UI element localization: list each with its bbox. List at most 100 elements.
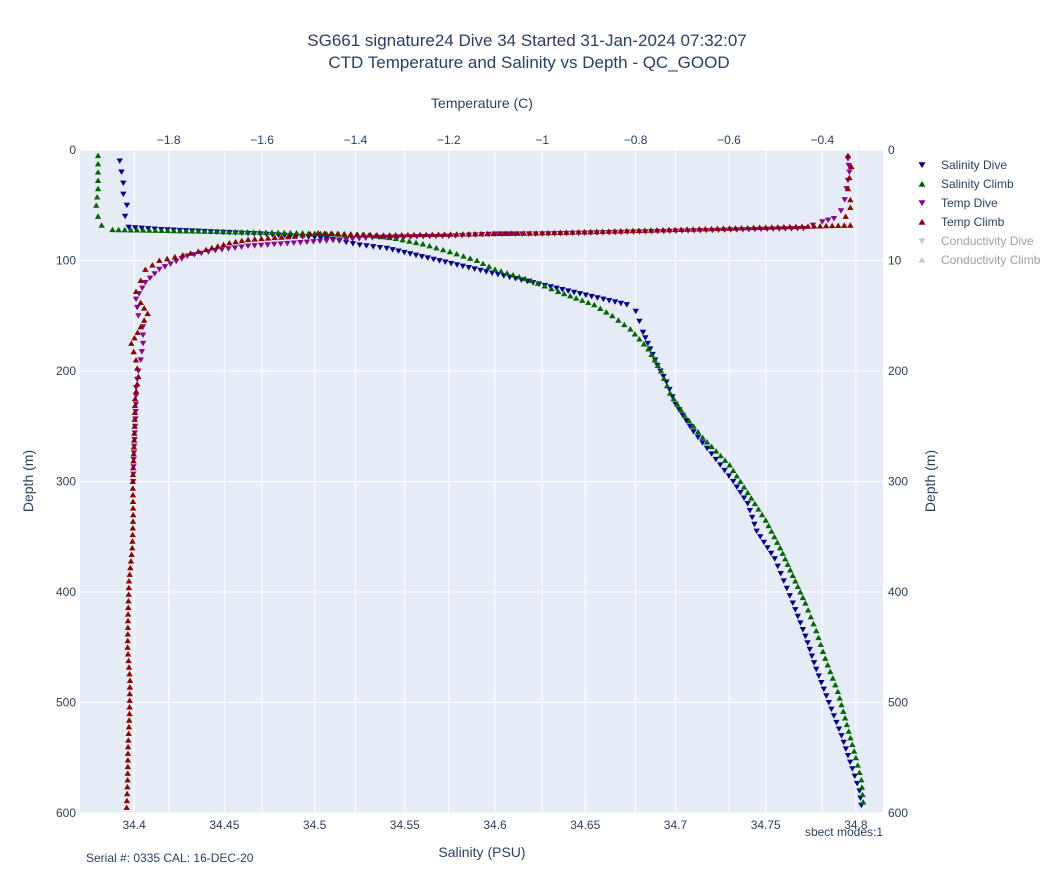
data-point (685, 417, 693, 424)
data-point (822, 222, 830, 229)
data-point (316, 238, 324, 245)
legend-label: Temp Dive (941, 196, 998, 210)
data-point (124, 617, 132, 624)
legend-item[interactable]: Temp Climb (918, 215, 1005, 229)
data-point (127, 564, 134, 571)
data-point (355, 236, 363, 242)
data-point (290, 240, 298, 246)
data-point (767, 550, 775, 557)
data-point (129, 544, 136, 551)
legend-item[interactable]: Temp Dive (918, 196, 999, 210)
data-point (131, 334, 138, 341)
data-point (138, 349, 146, 355)
data-point (386, 232, 393, 238)
data-point (182, 228, 190, 234)
data-point (774, 539, 781, 545)
data-point (792, 223, 800, 230)
data-point (125, 723, 133, 730)
legend[interactable]: Salinity Dive Salinity Climb Temp Dive Temp… (918, 158, 1041, 267)
data-point (137, 323, 144, 330)
data-point (792, 578, 799, 584)
data-point (479, 260, 487, 267)
data-point (856, 769, 863, 776)
data-point (802, 600, 809, 606)
legend-marker (918, 256, 926, 263)
data-point (123, 804, 130, 811)
data-point (561, 290, 568, 297)
data-point (824, 662, 831, 668)
data-point (520, 230, 528, 236)
data-point (835, 222, 842, 229)
data-point (459, 231, 467, 237)
data-point (753, 528, 760, 535)
data-point (129, 491, 137, 498)
data-point (303, 239, 311, 246)
data-point (514, 230, 521, 236)
data-point (118, 169, 125, 175)
data-point (442, 259, 449, 265)
data-point (712, 448, 720, 454)
data-point (593, 228, 600, 235)
data-point (690, 429, 697, 435)
data-point (109, 226, 116, 233)
data-point (708, 443, 715, 450)
data-point (651, 357, 658, 363)
data-point (264, 235, 272, 241)
data-point (768, 224, 775, 230)
data-point (635, 227, 643, 234)
data-point (841, 222, 848, 228)
data-point (146, 227, 153, 233)
data-point (797, 589, 804, 595)
data-point (786, 223, 794, 230)
legend-item[interactable]: Conductivity Climb (918, 253, 1041, 267)
data-point (225, 228, 233, 235)
data-point (670, 395, 677, 402)
y-right-axis-label: Depth (m) (922, 450, 938, 512)
data-point (563, 229, 570, 235)
data-point (830, 215, 838, 222)
data-point (765, 522, 772, 529)
data-point (460, 253, 467, 259)
data-point (721, 467, 728, 474)
data-point (226, 239, 233, 246)
data-point (840, 739, 847, 746)
data-point (567, 292, 574, 299)
data-point (762, 517, 769, 523)
data-point (538, 229, 546, 236)
data-point (702, 225, 709, 232)
x-top-axis-label: Temperature (C) (431, 95, 533, 111)
data-point (683, 226, 691, 232)
data-point (784, 561, 791, 567)
data-point (636, 336, 643, 342)
data-point (799, 594, 807, 601)
data-point (807, 613, 815, 620)
data-point (171, 253, 179, 260)
data-point (844, 752, 852, 759)
data-point (334, 230, 341, 237)
data-point (349, 241, 357, 247)
data-point (125, 224, 132, 231)
data-point (125, 597, 132, 604)
legend-item[interactable]: Salinity Climb (918, 177, 1015, 191)
data-point (617, 228, 624, 234)
legend-item[interactable]: Salinity Dive (918, 158, 1008, 172)
data-point (124, 743, 132, 750)
data-point (834, 688, 842, 695)
data-point (133, 227, 141, 233)
data-point (744, 224, 751, 231)
legend-item[interactable]: Conductivity Dive (918, 234, 1035, 248)
data-point (515, 273, 523, 280)
data-point (699, 440, 706, 446)
data-point (849, 741, 856, 748)
data-point (587, 228, 594, 235)
data-point (274, 229, 282, 236)
y-left-axis-label: Depth (m) (20, 450, 36, 512)
data-point (195, 228, 202, 234)
data-point (686, 423, 694, 430)
series-temp-climb (123, 152, 855, 811)
data-point (473, 257, 481, 264)
data-point (526, 230, 534, 236)
data-point (677, 226, 685, 232)
legend-label: Temp Climb (941, 215, 1005, 229)
legend-marker (918, 218, 926, 225)
